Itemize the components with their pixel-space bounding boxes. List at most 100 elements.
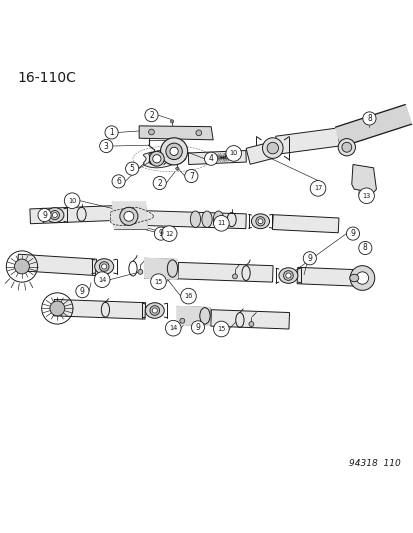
Polygon shape	[143, 150, 185, 168]
Text: 8: 8	[366, 114, 371, 123]
Circle shape	[341, 142, 351, 152]
Ellipse shape	[213, 211, 223, 228]
Text: 94318  110: 94318 110	[348, 459, 399, 468]
Circle shape	[195, 130, 201, 136]
Text: 4: 4	[208, 154, 213, 163]
Text: 10: 10	[229, 150, 237, 156]
Polygon shape	[176, 306, 209, 325]
Text: 15: 15	[217, 326, 225, 332]
Polygon shape	[54, 300, 145, 319]
Text: 9: 9	[306, 254, 311, 263]
Circle shape	[76, 285, 89, 298]
Circle shape	[165, 320, 180, 336]
Text: 2: 2	[149, 111, 154, 120]
Text: 17: 17	[313, 185, 321, 191]
Circle shape	[170, 147, 178, 156]
Text: 5: 5	[129, 164, 134, 173]
Polygon shape	[188, 150, 246, 165]
Polygon shape	[297, 268, 358, 286]
Circle shape	[150, 274, 166, 289]
Circle shape	[184, 169, 197, 183]
Text: 11: 11	[217, 220, 225, 227]
Circle shape	[150, 305, 159, 316]
Text: 9: 9	[80, 287, 85, 296]
Circle shape	[99, 262, 109, 271]
Ellipse shape	[278, 268, 297, 284]
Polygon shape	[110, 207, 153, 225]
Circle shape	[225, 146, 241, 161]
Circle shape	[166, 143, 182, 159]
Text: 3: 3	[104, 142, 109, 150]
Circle shape	[64, 193, 80, 208]
Text: 2: 2	[157, 179, 162, 188]
Circle shape	[100, 140, 113, 152]
Polygon shape	[112, 202, 147, 229]
Ellipse shape	[95, 259, 114, 274]
Circle shape	[179, 318, 184, 323]
Circle shape	[362, 112, 375, 125]
Text: 9: 9	[42, 211, 47, 220]
Circle shape	[248, 321, 253, 327]
Circle shape	[50, 211, 59, 220]
Circle shape	[153, 176, 166, 190]
Polygon shape	[139, 126, 213, 140]
Circle shape	[358, 241, 371, 255]
Circle shape	[309, 181, 325, 196]
Circle shape	[170, 120, 173, 123]
Text: 14: 14	[98, 277, 106, 282]
Circle shape	[152, 308, 157, 313]
Circle shape	[349, 265, 374, 290]
Ellipse shape	[199, 308, 209, 324]
Circle shape	[257, 219, 262, 224]
Circle shape	[204, 152, 217, 165]
Circle shape	[145, 109, 158, 122]
Circle shape	[14, 259, 29, 274]
Polygon shape	[141, 211, 246, 229]
Text: 10: 10	[68, 198, 76, 204]
Polygon shape	[245, 142, 272, 164]
Circle shape	[94, 272, 110, 287]
Circle shape	[358, 188, 373, 204]
Text: 14: 14	[169, 325, 177, 331]
Text: 16: 16	[184, 293, 192, 299]
Polygon shape	[30, 206, 114, 224]
Circle shape	[125, 162, 138, 175]
Polygon shape	[351, 165, 375, 192]
Text: 8: 8	[362, 244, 367, 253]
Ellipse shape	[251, 214, 269, 229]
Polygon shape	[335, 104, 411, 147]
Ellipse shape	[202, 211, 211, 228]
Circle shape	[213, 215, 229, 231]
Text: 9: 9	[195, 323, 200, 332]
Polygon shape	[178, 262, 273, 282]
Circle shape	[138, 269, 142, 274]
Circle shape	[213, 321, 229, 337]
Text: 7: 7	[188, 172, 193, 181]
Circle shape	[346, 227, 359, 240]
Text: 13: 13	[361, 193, 370, 199]
Circle shape	[255, 216, 264, 226]
Text: 9: 9	[350, 229, 355, 238]
Circle shape	[191, 321, 204, 334]
Polygon shape	[275, 128, 339, 154]
Circle shape	[119, 207, 138, 225]
Ellipse shape	[190, 211, 200, 228]
Circle shape	[180, 288, 196, 304]
Circle shape	[148, 129, 154, 135]
Circle shape	[283, 271, 292, 280]
Ellipse shape	[262, 138, 282, 158]
Ellipse shape	[337, 139, 355, 156]
Circle shape	[232, 274, 237, 279]
Ellipse shape	[145, 303, 164, 318]
Polygon shape	[144, 259, 177, 279]
Circle shape	[101, 264, 107, 269]
Circle shape	[105, 126, 118, 139]
Circle shape	[149, 151, 164, 166]
Text: 1: 1	[109, 128, 114, 137]
Polygon shape	[210, 310, 289, 329]
Text: 15: 15	[154, 279, 162, 285]
Circle shape	[356, 272, 368, 284]
Polygon shape	[272, 215, 338, 233]
Text: 6: 6	[116, 177, 121, 186]
Text: 9: 9	[158, 229, 163, 238]
